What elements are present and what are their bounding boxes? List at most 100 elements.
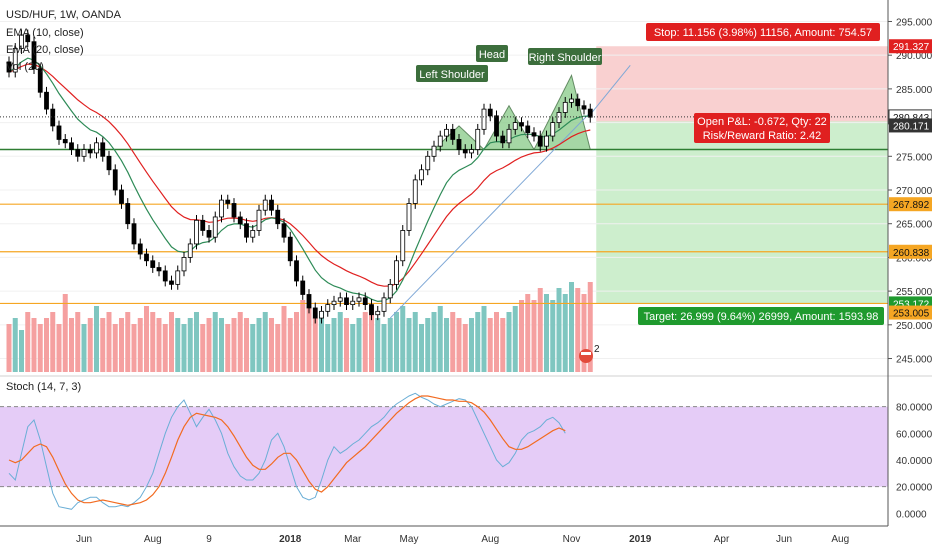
stop-box[interactable]: Stop: 11.156 (3.98%) 11156, Amount: 754.… bbox=[646, 23, 880, 41]
volume-bar bbox=[50, 312, 56, 372]
projection-line[interactable] bbox=[589, 64, 631, 115]
candle bbox=[350, 295, 356, 310]
candle bbox=[544, 130, 549, 152]
candle bbox=[25, 29, 31, 48]
candle bbox=[525, 120, 531, 139]
target-zone[interactable] bbox=[596, 121, 888, 304]
candle bbox=[162, 265, 168, 287]
label-head-text: Head bbox=[479, 49, 505, 61]
candle bbox=[469, 144, 474, 159]
volume-bar bbox=[587, 282, 593, 372]
candle bbox=[294, 255, 299, 287]
candle bbox=[144, 248, 149, 267]
volume-bar bbox=[125, 312, 131, 372]
target-box-text: Target: 26.999 (9.64%) 26999, Amount: 15… bbox=[644, 311, 879, 323]
candle bbox=[169, 275, 174, 290]
price-tag-text: 280.171 bbox=[893, 121, 930, 132]
candle bbox=[581, 100, 587, 115]
stoch-axis[interactable]: 80.0000 60.0000 40.0000 20.0000 0.0000 bbox=[896, 403, 932, 521]
candle bbox=[462, 144, 468, 159]
candle bbox=[75, 144, 81, 162]
label-head[interactable]: Head bbox=[476, 45, 508, 62]
candle bbox=[300, 275, 306, 300]
candle bbox=[331, 295, 337, 310]
stoch-d-line bbox=[8, 395, 566, 506]
symbol-title[interactable]: USD/HUF, 1W, OANDA bbox=[6, 9, 122, 21]
price-tick-label: 285.000 bbox=[896, 85, 932, 96]
stop-loss-zone[interactable] bbox=[596, 46, 888, 122]
candle bbox=[50, 103, 56, 132]
candle bbox=[500, 130, 506, 149]
candle bbox=[31, 36, 37, 75]
candle bbox=[181, 252, 187, 277]
volume-bar bbox=[575, 288, 581, 372]
pattern-right-shoulder-shape[interactable] bbox=[533, 73, 591, 151]
candle bbox=[369, 299, 374, 321]
candle bbox=[394, 255, 399, 290]
candle bbox=[19, 29, 24, 54]
candle bbox=[425, 150, 431, 176]
candle bbox=[281, 218, 287, 243]
volume-bar bbox=[494, 312, 499, 372]
horizontal-levels[interactable] bbox=[0, 148, 888, 305]
ema-slow-legend[interactable]: EMA (20, close) bbox=[6, 44, 84, 56]
volume-bar bbox=[481, 306, 487, 372]
price-tick-label: 275.000 bbox=[896, 152, 932, 163]
label-right-shoulder[interactable]: Right Shoulder bbox=[528, 48, 602, 65]
volume-bar bbox=[187, 318, 193, 372]
candle bbox=[362, 292, 368, 310]
volume-bar bbox=[269, 318, 274, 372]
candle bbox=[356, 292, 362, 307]
candle bbox=[100, 137, 106, 162]
volume-bar bbox=[425, 318, 431, 372]
volume-bar bbox=[419, 324, 424, 372]
candle bbox=[375, 305, 381, 321]
pnl-text: Open P&L: -0.672, Qty: 22 bbox=[697, 116, 827, 128]
candle bbox=[237, 211, 243, 230]
events-flag-icon[interactable]: 2 bbox=[579, 344, 600, 363]
candle bbox=[419, 164, 424, 186]
volume-bar bbox=[175, 318, 181, 372]
volume-bar bbox=[162, 324, 168, 372]
candle bbox=[131, 218, 137, 250]
candle bbox=[550, 117, 556, 142]
time-tick-label: Apr bbox=[714, 534, 730, 545]
volume-bar bbox=[75, 312, 81, 372]
candle bbox=[87, 144, 93, 159]
stoch-tick-label: 40.0000 bbox=[896, 456, 932, 467]
volume-bar bbox=[581, 294, 587, 372]
candle bbox=[62, 134, 68, 149]
candle bbox=[12, 43, 18, 78]
time-tick-label: Nov bbox=[563, 534, 581, 545]
volume-bar bbox=[312, 318, 318, 372]
time-tick-label: Aug bbox=[831, 534, 849, 545]
volume-bar bbox=[387, 318, 393, 372]
volume-bar bbox=[137, 318, 143, 372]
volume-bars bbox=[6, 282, 593, 372]
price-tag-text: 267.892 bbox=[893, 200, 930, 211]
volume-bar bbox=[375, 318, 381, 372]
ema-fast-legend[interactable]: EMA (10, close) bbox=[6, 27, 84, 39]
label-left-shoulder[interactable]: Left Shoulder bbox=[416, 65, 488, 82]
volume-bar bbox=[412, 312, 418, 372]
volume-legend[interactable]: Vol (20) bbox=[6, 61, 44, 73]
pnl-box[interactable]: Open P&L: -0.672, Qty: 22 Risk/Reward Ra… bbox=[694, 113, 830, 143]
candle bbox=[219, 194, 224, 223]
volume-bar bbox=[294, 312, 299, 372]
time-tick-label: 2019 bbox=[629, 534, 652, 545]
volume-bar bbox=[106, 312, 112, 372]
time-tick-label: May bbox=[400, 534, 419, 545]
candle bbox=[312, 302, 318, 324]
volume-bar bbox=[281, 306, 287, 372]
target-box[interactable]: Target: 26.999 (9.64%) 26999, Amount: 15… bbox=[638, 307, 884, 325]
candle bbox=[569, 93, 574, 108]
trendline[interactable] bbox=[389, 112, 591, 319]
candle bbox=[487, 103, 493, 122]
stoch-legend[interactable]: Stoch (14, 7, 3) bbox=[6, 381, 81, 393]
volume-bar bbox=[31, 318, 37, 372]
volume-bar bbox=[37, 324, 43, 372]
volume-bar bbox=[406, 318, 412, 372]
time-axis[interactable]: Jun Aug 9 2018 Mar May Aug Nov 2019 Apr Jun Aug bbox=[76, 534, 849, 545]
